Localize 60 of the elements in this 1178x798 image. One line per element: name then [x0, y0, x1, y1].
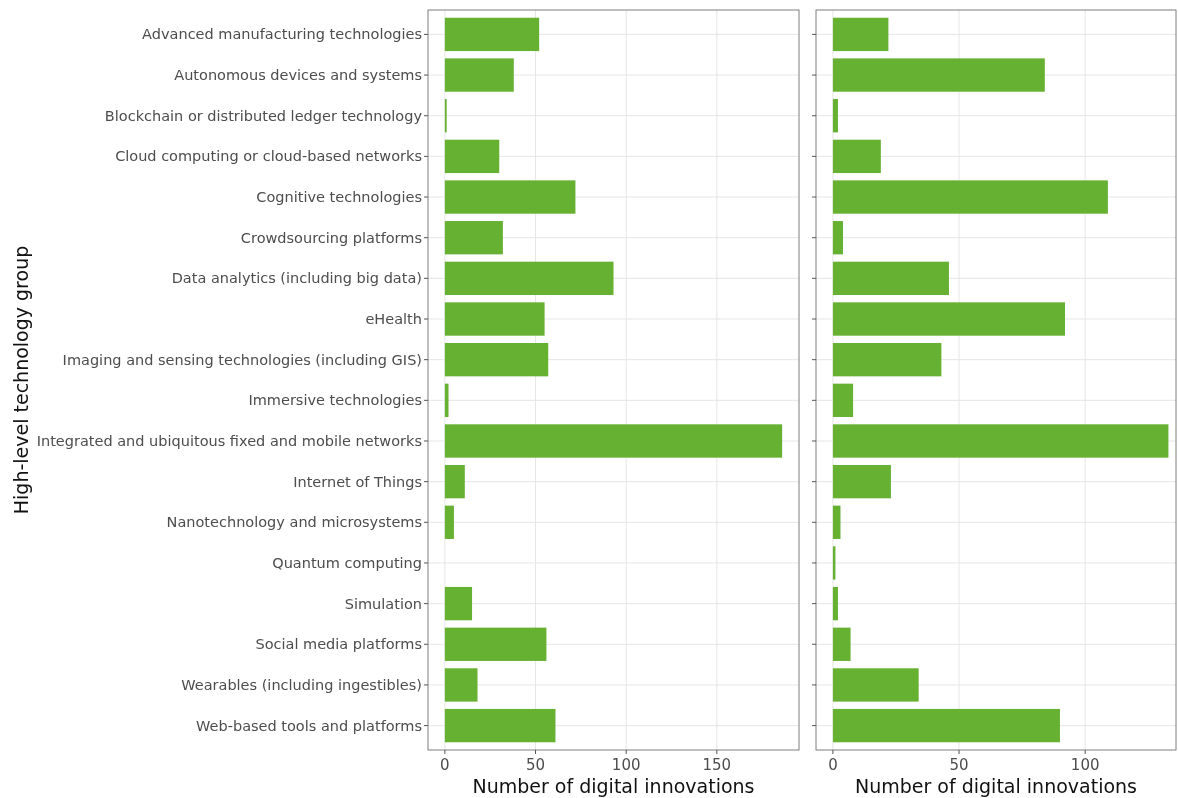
- bar: [832, 708, 1060, 743]
- bar: [444, 708, 556, 743]
- y-tick-label: eHealth: [365, 311, 422, 328]
- x-tick-label: 50: [525, 756, 546, 774]
- bar: [832, 99, 838, 133]
- bar: [832, 627, 851, 661]
- bar: [832, 668, 919, 702]
- bar: [832, 17, 889, 52]
- bar: [444, 343, 549, 377]
- x-axis-title: Number of digital innovations: [855, 775, 1137, 797]
- x-tick-label: 0: [440, 756, 450, 774]
- bar: [444, 139, 500, 174]
- y-axis-title: High-level technology group: [10, 245, 32, 515]
- bar: [444, 180, 576, 214]
- bar: [444, 424, 783, 458]
- y-tick-label: Cloud computing or cloud-based networks: [115, 148, 422, 165]
- x-tick-label: 100: [1070, 756, 1100, 774]
- y-tick-label: Nanotechnology and microsystems: [166, 514, 422, 531]
- bar: [444, 302, 545, 336]
- y-tick-label: Blockchain or distributed ledger technology: [104, 107, 423, 124]
- bar: [832, 464, 891, 499]
- x-axis-title: Number of digital innovations: [472, 775, 755, 797]
- bar: [832, 343, 942, 377]
- bar: [444, 261, 614, 296]
- bar: [444, 17, 540, 52]
- bar: [832, 302, 1065, 336]
- y-tick-label: Internet of Things: [293, 473, 422, 490]
- bar: [444, 464, 465, 499]
- bar: [444, 505, 454, 539]
- bar: [832, 586, 838, 621]
- y-tick-label: Simulation: [344, 595, 422, 612]
- y-tick-label: Immersive technologies: [248, 392, 422, 409]
- x-tick-label: 150: [702, 756, 732, 774]
- x-tick-label: 0: [828, 756, 838, 774]
- y-tick-label: Wearables (including ingestibles): [181, 677, 422, 694]
- bar: [832, 424, 1169, 458]
- bar: [832, 180, 1108, 214]
- bar: [832, 58, 1045, 92]
- y-tick-label: Cognitive technologies: [256, 189, 422, 206]
- y-tick-label: Autonomous devices and systems: [174, 67, 422, 84]
- bar: [444, 586, 473, 621]
- bar: [444, 58, 514, 92]
- y-tick-label: Data analytics (including big data): [171, 270, 422, 287]
- bar: [444, 627, 547, 661]
- bar: [832, 383, 854, 417]
- y-tick-label: Social media platforms: [255, 636, 422, 653]
- x-tick-label: 100: [611, 756, 641, 774]
- y-tick-label: Web-based tools and platforms: [196, 717, 422, 734]
- bar: [832, 139, 881, 174]
- y-tick-label: Imaging and sensing technologies (including GIS): [62, 351, 422, 368]
- bar: [832, 221, 843, 255]
- x-tick-label: 50: [949, 756, 969, 774]
- bar: [832, 261, 949, 296]
- bar: [832, 505, 841, 539]
- bar: [444, 221, 503, 255]
- y-tick-label: Crowdsourcing platforms: [240, 229, 422, 246]
- y-tick-label: Integrated and ubiquitous fixed and mobile networks: [36, 433, 422, 450]
- bar: [444, 668, 478, 702]
- y-tick-label: Advanced manufacturing technologies: [142, 26, 422, 43]
- y-tick-label: Quantum computing: [272, 555, 422, 572]
